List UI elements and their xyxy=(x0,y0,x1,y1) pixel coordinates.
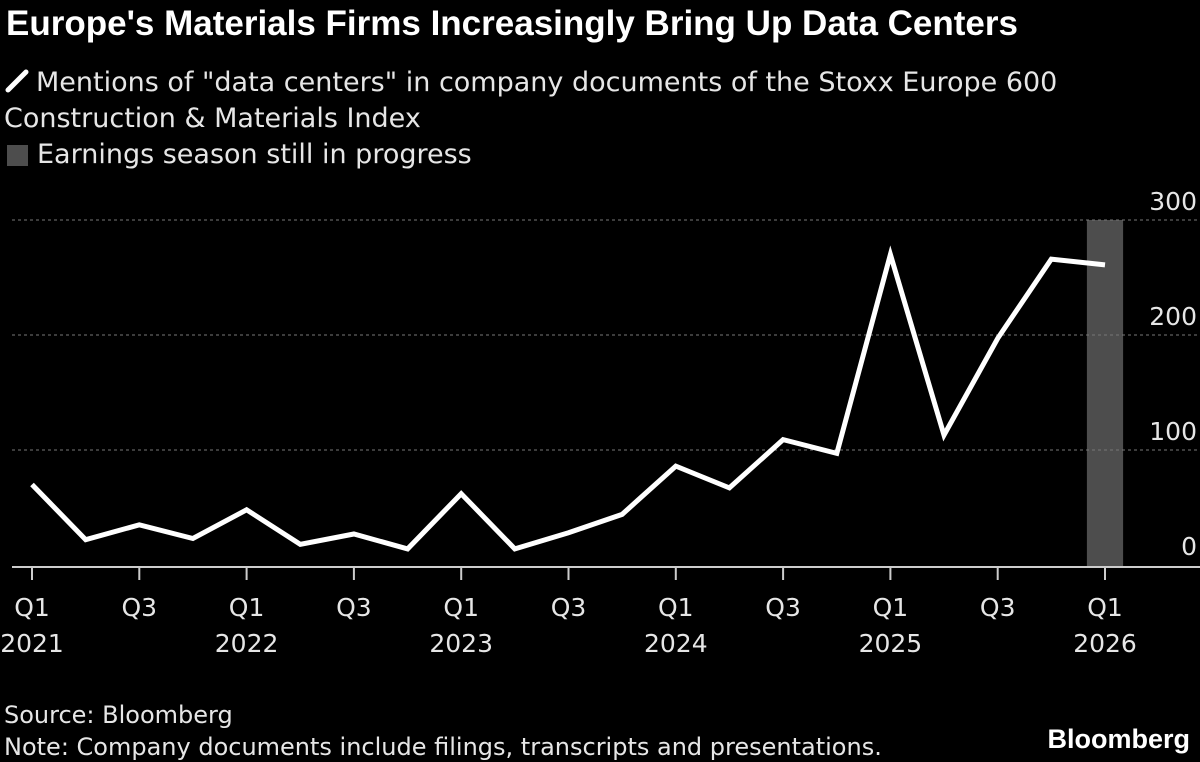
x-tick-label-q-20: Q1 xyxy=(1087,593,1123,622)
x-tick-label-q-10: Q3 xyxy=(551,593,587,622)
x-tick-label-year-12: 2024 xyxy=(644,629,708,658)
note-text: Note: Company documents include filings,… xyxy=(4,733,882,761)
x-tick-label-q-16: Q1 xyxy=(873,593,909,622)
x-tick-label-year-4: 2022 xyxy=(215,629,279,658)
x-tick-label-q-4: Q1 xyxy=(229,593,265,622)
legend-shade-label: Earnings season still in progress xyxy=(37,139,472,170)
y-tick-label-100: 100 xyxy=(1149,417,1197,446)
x-tick-label-year-0: 2021 xyxy=(0,629,64,658)
line-chart: 300 200 100 0 Q1 2021 Q3 Q1 2022 Q3 Q1 2023 Q3 Q1 2024… xyxy=(0,187,1200,658)
legend-shade-entry: Earnings season still in progress xyxy=(4,138,472,172)
x-tick-label-year-20: 2026 xyxy=(1073,629,1137,658)
bloomberg-logo: Bloomberg xyxy=(1047,724,1190,754)
x-tick-label-q-0: Q1 xyxy=(14,593,50,622)
y-tick-label-0: 0 xyxy=(1181,532,1197,561)
shade-swatch-icon xyxy=(7,144,28,166)
series-line-0 xyxy=(30,245,1106,552)
x-tick-label-q-8: Q1 xyxy=(443,593,479,622)
chart-title: Europe's Materials Firms Increasingly Br… xyxy=(6,4,1018,43)
x-tick-label-q-14: Q3 xyxy=(765,593,801,622)
y-tick-label-300: 300 xyxy=(1149,187,1197,216)
legend-line-entry: Mentions of "data centers" in company do… xyxy=(4,66,1057,100)
x-tick-label-q-2: Q3 xyxy=(122,593,158,622)
y-tick-label-200: 200 xyxy=(1149,302,1197,331)
legend-line-label: Mentions of "data centers" in company do… xyxy=(36,67,1058,98)
line-swatch-icon xyxy=(5,69,29,93)
x-tick-label-q-12: Q1 xyxy=(658,593,694,622)
source-text: Source: Bloomberg xyxy=(4,701,233,729)
legend-line-label-cont: Construction & Materials Index xyxy=(4,103,421,134)
shaded-region xyxy=(1086,220,1124,567)
x-tick-label-year-16: 2025 xyxy=(859,629,923,658)
x-tick-label-year-8: 2023 xyxy=(429,629,493,658)
x-tick-label-q-18: Q3 xyxy=(980,593,1016,622)
x-tick-label-q-6: Q3 xyxy=(336,593,372,622)
